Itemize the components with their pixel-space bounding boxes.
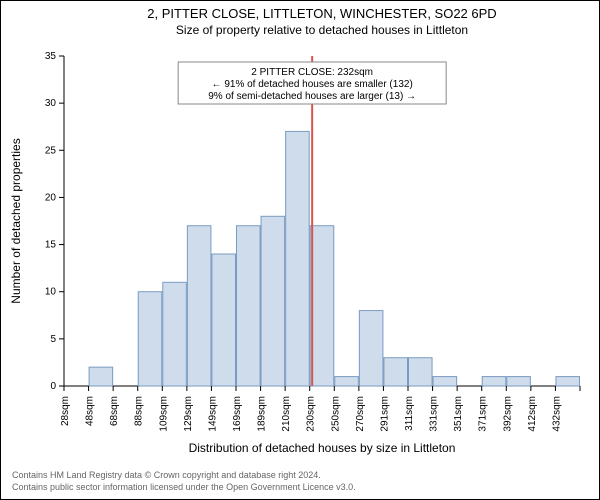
x-tick-label: 250sqm: [330, 396, 341, 432]
y-tick-label: 5: [50, 334, 56, 345]
x-tick-label: 28sqm: [60, 396, 71, 426]
histogram-bar: [286, 131, 310, 386]
histogram-svg: 2, PITTER CLOSE, LITTLETON, WINCHESTER, …: [0, 0, 600, 500]
histogram-bar: [384, 358, 408, 386]
x-tick-label: 109sqm: [158, 396, 169, 432]
x-tick-label: 88sqm: [134, 396, 145, 426]
histogram-bar: [482, 377, 506, 386]
chart-title-main: 2, PITTER CLOSE, LITTLETON, WINCHESTER, …: [147, 6, 496, 21]
histogram-bar: [335, 377, 359, 386]
histogram-bar: [507, 377, 531, 386]
x-tick-label: 210sqm: [281, 396, 292, 432]
footer-line-1: Contains HM Land Registry data © Crown c…: [12, 470, 321, 480]
x-tick-label: 48sqm: [85, 396, 96, 426]
x-tick-label: 412sqm: [527, 396, 538, 432]
histogram-bar: [187, 226, 211, 386]
histogram-bar: [433, 377, 457, 386]
x-tick-label: 129sqm: [183, 396, 194, 432]
x-tick-label: 331sqm: [429, 396, 440, 432]
chart-container: 2, PITTER CLOSE, LITTLETON, WINCHESTER, …: [0, 0, 600, 500]
y-tick-label: 15: [45, 240, 57, 251]
histogram-bar: [261, 216, 285, 386]
histogram-bar: [359, 311, 383, 386]
x-tick-label: 432sqm: [551, 396, 562, 432]
x-tick-label: 351sqm: [453, 396, 464, 432]
footer-line-2: Contains public sector information licen…: [12, 482, 356, 492]
y-axis-label: Number of detached properties: [9, 138, 23, 303]
x-axis-label: Distribution of detached houses by size …: [189, 441, 456, 455]
x-tick-label: 169sqm: [232, 396, 243, 432]
y-tick-label: 30: [45, 98, 57, 109]
histogram-bar: [212, 254, 236, 386]
x-tick-label: 189sqm: [257, 396, 268, 432]
histogram-bar: [163, 282, 187, 386]
histogram-bar: [138, 292, 162, 386]
x-tick-label: 68sqm: [109, 396, 120, 426]
x-tick-label: 291sqm: [379, 396, 390, 432]
histogram-bar: [237, 226, 261, 386]
x-tick-label: 371sqm: [478, 396, 489, 432]
y-tick-label: 0: [50, 381, 56, 392]
histogram-bar: [89, 367, 113, 386]
callout-line: 2 PITTER CLOSE: 232sqm: [251, 67, 373, 78]
histogram-bar: [556, 377, 580, 386]
y-tick-label: 25: [45, 145, 57, 156]
x-tick-label: 392sqm: [502, 396, 513, 432]
histogram-bar: [409, 358, 433, 386]
x-tick-label: 230sqm: [306, 396, 317, 432]
chart-title-sub: Size of property relative to detached ho…: [176, 23, 468, 37]
histogram-bar: [310, 226, 334, 386]
x-tick-label: 270sqm: [355, 396, 366, 432]
y-tick-label: 35: [45, 51, 57, 62]
callout-line: 9% of semi-detached houses are larger (1…: [208, 91, 416, 102]
x-tick-label: 311sqm: [404, 396, 415, 431]
y-tick-label: 20: [45, 192, 57, 203]
x-tick-label: 149sqm: [207, 396, 218, 432]
y-tick-label: 10: [45, 287, 57, 298]
callout-line: ← 91% of detached houses are smaller (13…: [212, 79, 413, 90]
